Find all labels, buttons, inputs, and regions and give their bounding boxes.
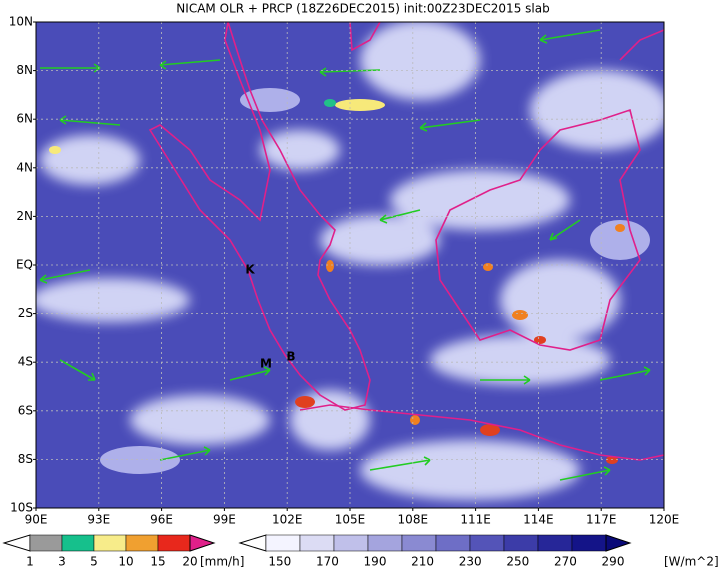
lat-label: 10S [10,501,33,515]
colorbar-cell [61,534,95,552]
lat-label: 8S [18,452,33,466]
lon-label: 96E [150,513,173,527]
colorbar-cell [125,534,159,552]
olr-legend-label: 290 [602,555,625,569]
lon-label: 114E [523,513,554,527]
precip-legend-label: 10 [118,555,133,569]
colorbar-cell [435,534,471,552]
colorbar-cell [503,534,539,552]
colorbar-cell [157,534,191,552]
lon-label: 111E [460,513,491,527]
lon-label: 117E [586,513,617,527]
olr-legend-label: 210 [411,555,434,569]
colorbar-cell [571,534,607,552]
lon-label: 90E [25,513,48,527]
olr-legend-label: 150 [268,555,291,569]
olr-legend-label: 230 [459,555,482,569]
precip-legend-label: 15 [150,555,165,569]
colorbar-cell [401,534,437,552]
precip-legend-label: 5 [90,555,98,569]
lat-label: 2N [16,209,33,223]
colorbar-cell [469,534,505,552]
lat-label: 4S [18,355,33,369]
colorbar-cell [93,534,127,552]
colorbar-cell [265,534,301,552]
lon-label: 93E [87,513,110,527]
colorbar-end [2,534,31,552]
olr-legend-unit: [W/m^2] [664,555,719,569]
lon-label: 102E [272,513,303,527]
map-title: NICAM OLR + PRCP (18Z26DEC2015) init:00Z… [176,2,549,16]
colorbar-end [238,534,267,552]
lat-label: 2S [18,306,33,320]
colorbar-cell [537,534,573,552]
olr-legend-label: 270 [554,555,577,569]
lon-label: 120E [649,513,680,527]
lon-label: 108E [398,513,429,527]
lon-label: 105E [335,513,366,527]
precip-legend-label: 20 [182,555,197,569]
lat-label: 8N [16,63,33,77]
lat-label: 4N [16,160,33,174]
lat-label: 6S [18,403,33,417]
colorbar-cell [29,534,63,552]
colorbar-cell [367,534,403,552]
colorbar-cell [333,534,369,552]
olr-legend-label: 190 [364,555,387,569]
colorbar-end [605,534,632,552]
wind-vectors [39,29,651,481]
map-area [36,22,664,508]
place-label: K [245,263,255,277]
precip-cells [49,99,625,464]
olr-legend-label: 250 [506,555,529,569]
lon-label: 99E [213,513,236,527]
colorbar-cell [299,534,335,552]
place-label: B [286,350,295,364]
precip-legend-label: 1 [26,555,34,569]
olr-legend-label: 170 [316,555,339,569]
colorbar-end [189,534,216,552]
place-label: M [260,357,272,371]
lat-label: 6N [16,112,33,126]
lat-label: EQ [16,258,33,272]
lat-label: 10N [9,15,33,29]
precip-legend-unit: [mm/h] [200,555,244,569]
precip-legend-label: 3 [58,555,66,569]
